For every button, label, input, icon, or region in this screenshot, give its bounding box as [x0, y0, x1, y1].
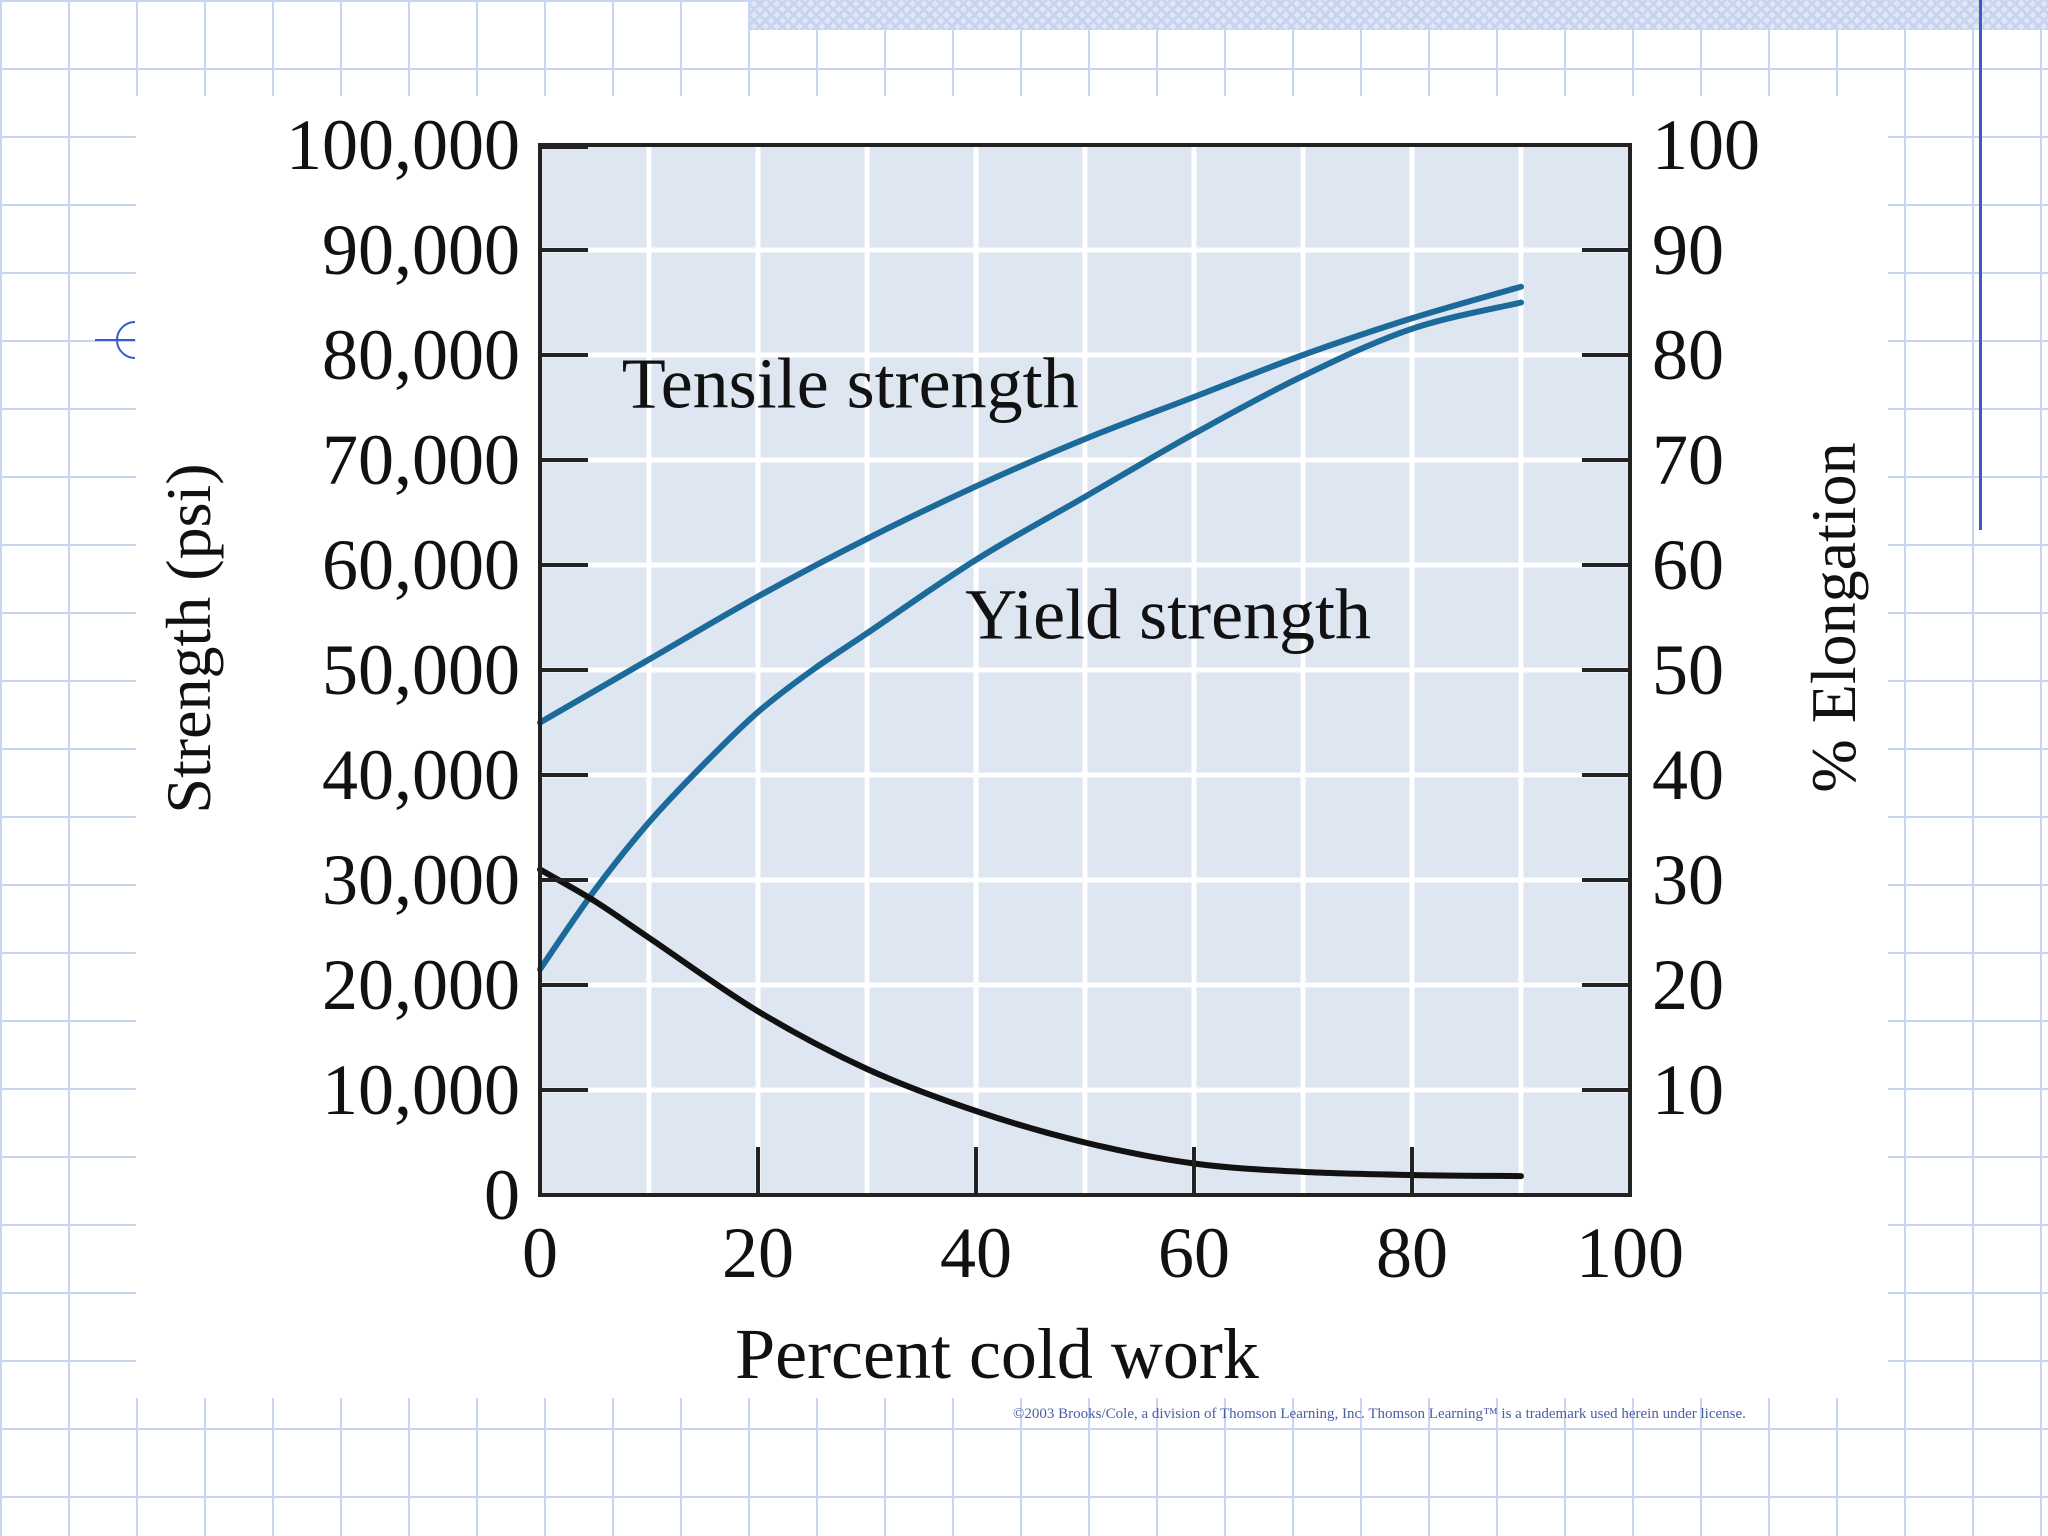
tick-marks [540, 143, 1630, 1195]
series-label-tensile-strength: Tensile strength [622, 344, 1079, 424]
y2-tick-label-80: 80 [1652, 315, 1724, 395]
y-axis-title: Strength (psi) [153, 463, 224, 813]
series-lines [537, 283, 1524, 1180]
y-tick-label-50000: 50,000 [322, 630, 520, 710]
y2-tick-label-50: 50 [1652, 630, 1724, 710]
y2-tick-label-40: 40 [1652, 735, 1724, 815]
copyright-notice: ©2003 Brooks/Cole, a division of Thomson… [1013, 1406, 1746, 1422]
y-tick-label-90000: 90,000 [322, 210, 520, 290]
x-tick-label-40: 40 [940, 1213, 1012, 1293]
y-tick-label-70000: 70,000 [322, 420, 520, 500]
series-line-yield-strength [537, 299, 1524, 973]
slide-top-band [750, 0, 2048, 30]
y2-tick-label-70: 70 [1652, 420, 1724, 500]
y-tick-label-10000: 10,000 [322, 1050, 520, 1130]
y2-tick-label-90: 90 [1652, 210, 1724, 290]
y-tick-label-60000: 60,000 [322, 525, 520, 605]
y-tick-label-100000: 100,000 [286, 105, 520, 185]
slide-bullet-mark [95, 321, 136, 359]
x-tick-label-80: 80 [1376, 1213, 1448, 1293]
y-tick-label-40000: 40,000 [322, 735, 520, 815]
y2-tick-label-60: 60 [1652, 525, 1724, 605]
y-tick-label-0: 0 [484, 1155, 520, 1235]
y2-axis-title: % Elongation [1798, 442, 1869, 792]
y-tick-label-20000: 20,000 [322, 945, 520, 1025]
series-line-tensile-strength [537, 283, 1524, 726]
x-tick-label-60: 60 [1158, 1213, 1230, 1293]
y2-tick-label-30: 30 [1652, 840, 1724, 920]
y2-tick-label-20: 20 [1652, 945, 1724, 1025]
y2-tick-label-100: 100 [1652, 105, 1760, 185]
x-tick-label-100: 100 [1576, 1213, 1684, 1293]
series-label-yield-strength: Yield strength [965, 575, 1371, 655]
tick-labels: 0 10,000 20,000 30,000 40,000 50,000 60,000 70,… [286, 105, 1760, 1293]
y-tick-label-80000: 80,000 [322, 315, 520, 395]
x-axis-title: Percent cold work [735, 1314, 1259, 1394]
slide-right-rule [1979, 0, 1982, 530]
x-tick-label-0: 0 [522, 1213, 558, 1293]
series-line-elongation [537, 866, 1524, 1180]
y2-tick-label-10: 10 [1652, 1050, 1724, 1130]
y-tick-label-30000: 30,000 [322, 840, 520, 920]
x-tick-label-20: 20 [722, 1213, 794, 1293]
